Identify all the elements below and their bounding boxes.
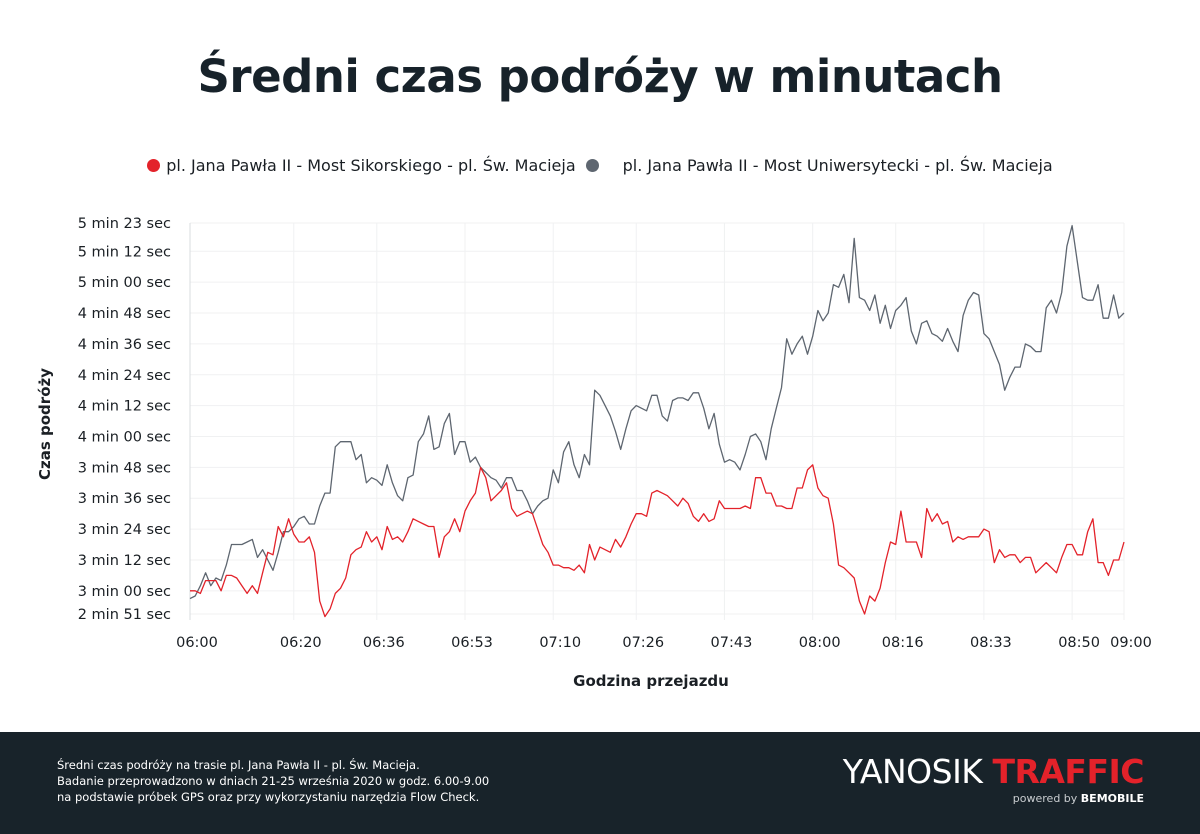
legend-dot-gray-icon (585, 159, 599, 172)
footer-line: na podstawie próbek GPS oraz przy wykorz… (57, 790, 480, 804)
logo-powered-by: powered by (1012, 792, 1078, 805)
y-tick-label: 3 min 24 sec (78, 522, 171, 538)
yanosik-traffic-logo: YANOSIK TRAFFIC powered by BEMOBILE (842, 752, 1145, 806)
line-chart: 5 min 23 sec 5 min 12 sec 5 min 00 sec 4 mi… (36, 216, 1152, 690)
x-tick-label: 08:00 (799, 635, 841, 651)
series-line-sikorskiego (190, 464, 1125, 618)
footer-line: Badanie przeprowadzono w dniach 21-25 wr… (57, 774, 490, 788)
chart-title: Średni czas podróży w minutach (197, 50, 1004, 103)
legend-dot-red-icon (147, 159, 161, 172)
x-tick-label: 07:43 (711, 635, 753, 651)
x-tick-label: 06:20 (280, 635, 322, 651)
x-tick-label: 08:50 (1058, 635, 1100, 651)
y-tick-label: 4 min 48 sec (78, 306, 171, 322)
x-tick-label: 07:10 (539, 635, 581, 651)
y-axis-title: Czas podróży (36, 368, 54, 480)
y-tick-label: 3 min 48 sec (78, 460, 171, 476)
footer-note: Średni czas podróży na trasie pl. Jana P… (57, 757, 489, 805)
footer-line: Średni czas podróży na trasie pl. Jana P… (57, 758, 420, 772)
y-tick-label: 4 min 24 sec (78, 368, 171, 384)
series-lines (189, 224, 1125, 618)
y-tick-label: 5 min 12 sec (78, 244, 171, 260)
y-tick-label: 3 min 12 sec (78, 553, 171, 569)
y-tick-label: 2 min 51 sec (78, 607, 171, 623)
x-tick-label: 08:33 (970, 635, 1012, 651)
y-tick-labels: 5 min 23 sec 5 min 12 sec 5 min 00 sec 4 mi… (78, 216, 171, 623)
x-tick-label: 09:00 (1110, 635, 1152, 651)
x-tick-label: 06:00 (176, 635, 218, 651)
x-tick-labels: 06:00 06:20 06:36 06:53 07:10 07:26 07:43 08:00… (176, 635, 1152, 651)
y-tick-label: 3 min 36 sec (78, 491, 171, 507)
series-line-uniwersytecki (189, 224, 1125, 600)
legend-item-uniwersytecki[interactable]: pl. Jana Pawła II - Most Uniwersytecki -… (585, 156, 1053, 175)
y-tick-label: 4 min 36 sec (78, 337, 171, 353)
logo-bemobile: BEMOBILE (1080, 792, 1144, 805)
grid-lines (189, 222, 1125, 620)
x-tick-label: 08:16 (882, 635, 924, 651)
footer: Średni czas podróży na trasie pl. Jana P… (0, 732, 1200, 834)
x-axis-title: Godzina przejazdu (573, 672, 729, 690)
logo-traffic: TRAFFIC (992, 752, 1144, 791)
logo-yanosik: YANOSIK (842, 752, 983, 791)
x-tick-label: 07:26 (622, 635, 664, 651)
x-tick-label: 06:53 (451, 635, 493, 651)
legend-item-sikorskiego[interactable]: pl. Jana Pawła II - Most Sikorskiego - p… (147, 156, 576, 175)
y-tick-label: 3 min 00 sec (78, 584, 171, 600)
legend-label: pl. Jana Pawła II - Most Uniwersytecki -… (622, 156, 1053, 175)
y-tick-label: 5 min 23 sec (78, 216, 171, 232)
x-tick-label: 06:36 (363, 635, 405, 651)
y-tick-label: 4 min 12 sec (78, 399, 171, 415)
legend: pl. Jana Pawła II - Most Sikorskiego - p… (0, 156, 1200, 176)
legend-label: pl. Jana Pawła II - Most Sikorskiego - p… (166, 156, 576, 175)
y-tick-label: 4 min 00 sec (78, 430, 171, 446)
y-tick-label: 5 min 00 sec (78, 275, 171, 291)
